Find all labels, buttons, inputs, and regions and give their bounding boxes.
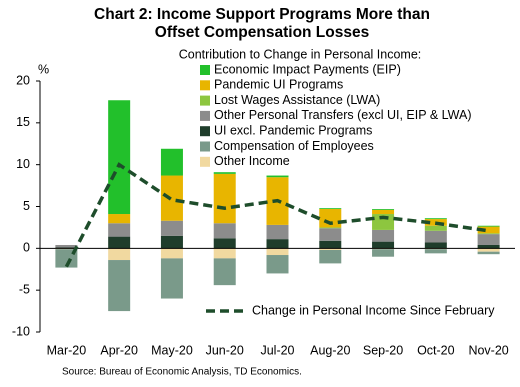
bar-segment <box>477 244 500 249</box>
bar-segment <box>319 248 342 251</box>
bar-segment <box>319 250 342 264</box>
bar-segment <box>55 244 78 248</box>
legend-swatch <box>200 80 210 91</box>
bar-segment <box>319 209 342 228</box>
x-tick-label: Aug-20 <box>310 343 350 357</box>
source: Source: Bureau of Economic Analysis, TD … <box>62 367 302 378</box>
legend-swatch <box>200 110 210 121</box>
bar-segment <box>372 249 395 257</box>
bar-segment <box>108 248 131 261</box>
x-tick-label: Jul-20 <box>260 343 294 357</box>
x-tick-label: Oct-20 <box>417 343 455 357</box>
bar-segment <box>319 228 342 241</box>
y-tick-label: -10 <box>12 324 30 338</box>
x-tick-label: Nov-20 <box>468 343 508 357</box>
legend-label: Change in Personal Income Since February <box>252 303 495 317</box>
bar-segment <box>372 241 395 249</box>
bar-segment <box>372 209 395 215</box>
bar-segment <box>213 172 236 174</box>
legend-label: Other Personal Transfers (excl UI, EIP &… <box>214 108 472 122</box>
bar-segment <box>424 225 447 231</box>
x-tick-label: Jun-20 <box>206 343 244 357</box>
bar-segment <box>477 233 500 235</box>
bar-segment <box>424 218 447 220</box>
bar-segment <box>108 236 131 249</box>
bar-segment <box>424 230 447 243</box>
bar-segment <box>213 258 236 286</box>
bar-segment <box>266 255 289 274</box>
bar-segment <box>372 214 395 230</box>
bar-segment <box>477 226 500 234</box>
bar-segment <box>477 248 500 252</box>
bar-segment <box>424 242 447 249</box>
x-tick-label: Mar-20 <box>47 343 87 357</box>
bar-segment <box>266 239 289 249</box>
legend-swatch <box>200 65 210 75</box>
bar-segment <box>477 234 500 245</box>
legend-label: UI excl. Pandemic Programs <box>214 123 372 137</box>
x-tick-label: Sep-20 <box>363 343 403 357</box>
legend-title: Contribution to Change in Personal Incom… <box>179 47 422 61</box>
bar-segment <box>477 251 500 255</box>
bar-segment <box>319 240 342 249</box>
x-tick-label: Apr-20 <box>100 343 138 357</box>
bar-segment <box>266 175 289 178</box>
y-tick-label: 10 <box>16 157 30 171</box>
legend-label: Other Income <box>214 154 290 168</box>
bar-segment <box>266 248 289 256</box>
legend-swatch <box>200 95 210 106</box>
bar-segment <box>477 225 500 227</box>
bar-segment <box>266 224 289 240</box>
bar-segment <box>108 260 131 312</box>
bar-segment <box>160 175 183 221</box>
bar-segment <box>108 214 131 224</box>
legend-label: Economic Impact Payments (EIP) <box>214 62 401 76</box>
bar-segment <box>213 248 236 259</box>
bar-segment <box>213 238 236 249</box>
legend-swatch <box>200 156 210 167</box>
bar-segment <box>319 208 342 210</box>
line-series <box>64 162 489 268</box>
bar-segment <box>372 229 395 242</box>
bar-segment <box>160 258 183 299</box>
legend-label: Pandemic UI Programs <box>214 78 343 92</box>
y-unit: % <box>38 62 49 76</box>
y-tick-label: 20 <box>16 73 30 87</box>
bar-segment <box>108 100 131 215</box>
x-tick-label: May-20 <box>151 343 193 357</box>
bar-segment <box>424 249 447 254</box>
legend-label: Lost Wages Assistance (LWA) <box>214 93 380 107</box>
chart-title: Chart 2: Income Support Programs More th… <box>94 6 430 41</box>
y-tick-label: -5 <box>19 282 30 296</box>
bar-segment <box>372 209 395 210</box>
bar-segment <box>213 173 236 224</box>
bar-segment <box>160 248 183 259</box>
legend-label: Compensation of Employees <box>214 139 374 153</box>
bar-segment <box>213 223 236 239</box>
bar-segment <box>160 148 183 176</box>
bar-segment <box>160 235 183 249</box>
y-tick-label: 0 <box>23 241 30 255</box>
bar-segment <box>160 220 183 236</box>
y-tick-label: 5 <box>23 199 30 213</box>
y-tick-label: 15 <box>16 115 30 129</box>
bar-segment <box>319 227 342 229</box>
legend-swatch <box>200 126 210 137</box>
legend-swatch <box>200 141 210 152</box>
bar-segment <box>108 223 131 237</box>
